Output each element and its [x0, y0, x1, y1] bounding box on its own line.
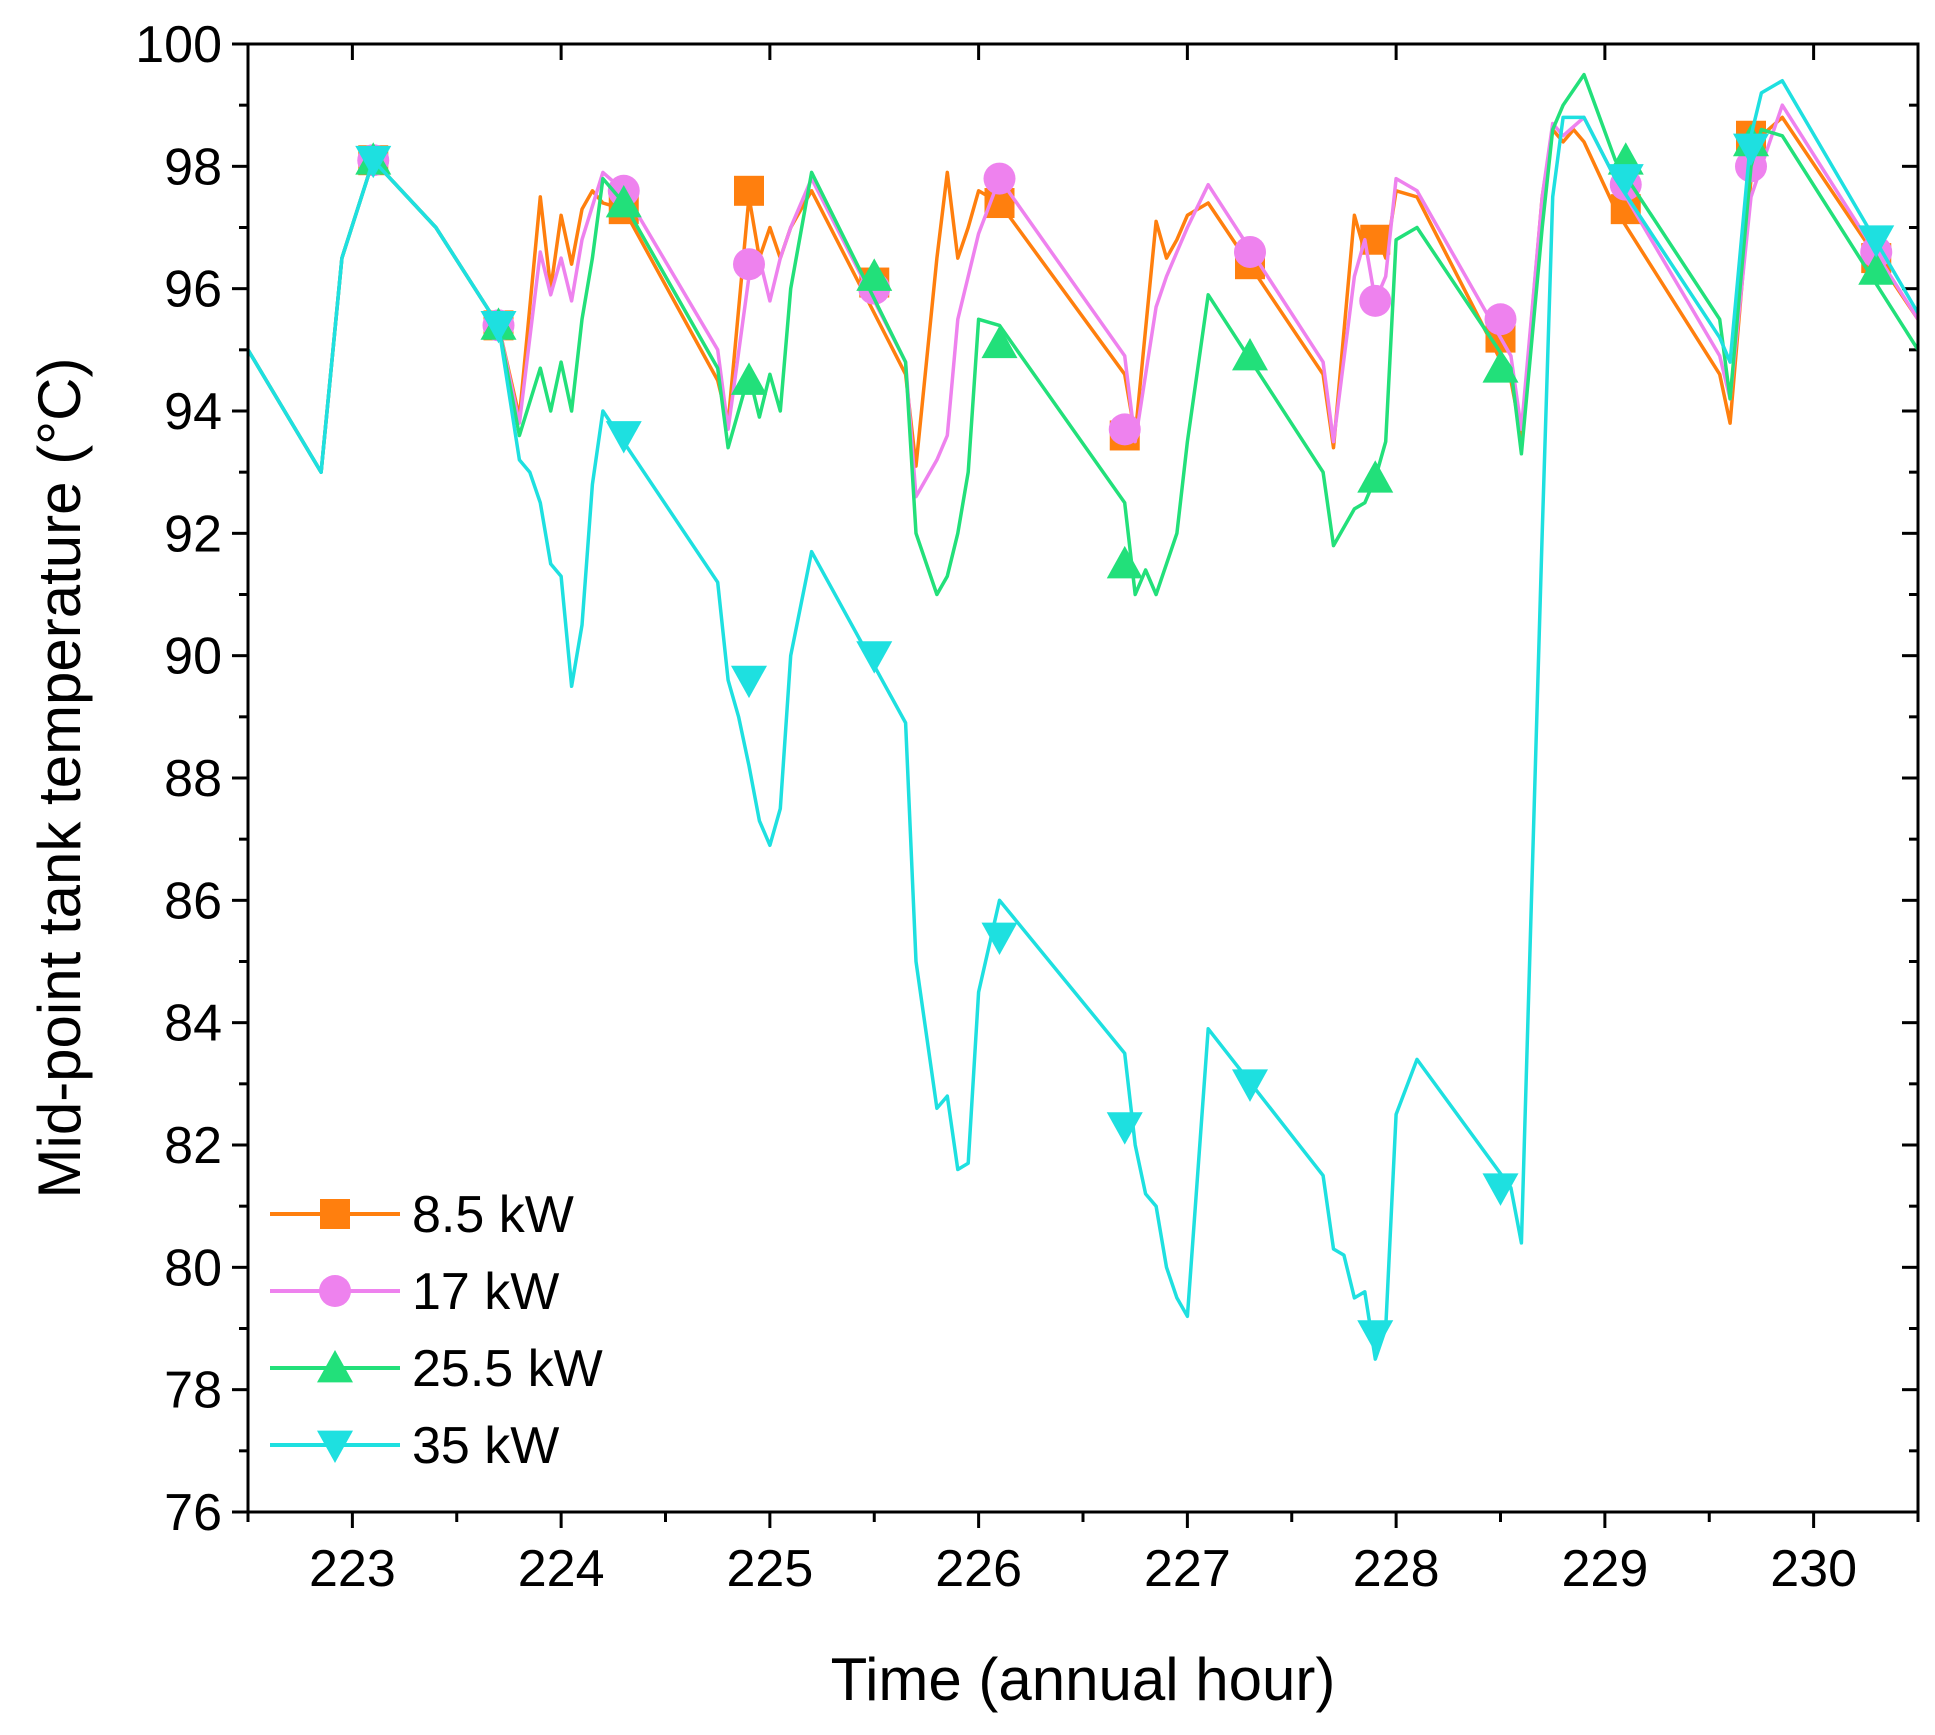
- series-marker: [856, 258, 893, 291]
- x-tick-label: 225: [726, 1540, 813, 1598]
- series-marker: [355, 145, 392, 179]
- series-marker: [1357, 1320, 1394, 1353]
- ticks-layer: 76 78 80 82 84 86 88 90 92 94 96 98 100 223 224 225 226 2…: [135, 16, 1920, 1598]
- y-tick-label: 84: [164, 995, 222, 1053]
- x-tick-label: 227: [1144, 1540, 1231, 1598]
- x-tick-label: 230: [1770, 1540, 1857, 1598]
- y-tick-label: 92: [164, 505, 222, 563]
- series-marker: [480, 310, 517, 344]
- series-3: [246, 78, 1920, 1361]
- series-line: [246, 78, 1920, 1361]
- series-marker: [733, 248, 765, 281]
- series-marker: [1106, 1112, 1143, 1145]
- series-marker: [1482, 350, 1519, 383]
- series-marker: [1607, 164, 1644, 197]
- series-marker: [1484, 303, 1517, 336]
- series-marker: [1232, 1069, 1268, 1102]
- series-marker: [605, 421, 642, 454]
- x-tick-label: 228: [1353, 1540, 1440, 1598]
- labels-layer: Time (annual hour) Mid-point tank temper…: [26, 358, 1335, 1713]
- plot-frame: [246, 42, 1920, 1514]
- legend-item: 35 kW: [270, 1417, 559, 1475]
- series-marker: [1232, 337, 1268, 371]
- y-tick-label: 86: [164, 872, 222, 930]
- series-marker: [981, 325, 1018, 359]
- y-tick-label: 96: [164, 261, 222, 319]
- series-marker: [856, 641, 893, 674]
- series-marker: [1858, 252, 1895, 285]
- series-marker: [1359, 284, 1392, 317]
- y-tick-label: 88: [164, 750, 222, 808]
- x-tick-label: 226: [935, 1540, 1022, 1598]
- series-marker: [734, 175, 764, 206]
- x-tick-label: 229: [1561, 1540, 1648, 1598]
- legend-swatch-marker: [319, 1275, 351, 1307]
- series-marker: [1733, 133, 1769, 166]
- legend-label: 25.5 kW: [412, 1340, 603, 1398]
- series-marker: [1106, 545, 1143, 579]
- y-tick-label: 80: [164, 1239, 222, 1297]
- series-marker: [983, 162, 1016, 195]
- x-tick-label: 224: [518, 1540, 605, 1598]
- y-tick-label: 90: [164, 628, 222, 686]
- legend-item: 8.5 kW: [270, 1186, 574, 1244]
- y-tick-label: 94: [164, 383, 222, 441]
- legend-label: 8.5 kW: [412, 1186, 574, 1244]
- y-axis-title: Mid-point tank temperature (°C): [26, 358, 93, 1199]
- series-layer: [246, 72, 1920, 1361]
- legend-item: 17 kW: [270, 1263, 559, 1321]
- x-tick-label: 223: [309, 1540, 396, 1598]
- series-marker: [731, 665, 767, 699]
- legend-swatch-marker: [317, 1430, 353, 1463]
- series-marker: [1234, 235, 1266, 268]
- legend-swatch-marker: [317, 1350, 353, 1383]
- series-marker: [1357, 460, 1394, 493]
- y-tick-label: 98: [164, 138, 222, 196]
- series-line: [246, 72, 1920, 597]
- legend-label: 17 kW: [412, 1263, 559, 1321]
- series-marker: [981, 922, 1018, 956]
- series-marker: [605, 185, 642, 218]
- legend-swatch-marker: [320, 1199, 350, 1229]
- series-marker: [1482, 1173, 1519, 1206]
- y-tick-label: 78: [164, 1362, 222, 1420]
- series-marker: [1858, 225, 1895, 258]
- x-axis-title: Time (annual hour): [831, 1646, 1336, 1713]
- series-marker: [1108, 413, 1141, 446]
- y-tick-label: 82: [164, 1117, 222, 1175]
- y-tick-label: 100: [135, 16, 222, 74]
- legend-item: 25.5 kW: [270, 1340, 603, 1398]
- legend-label: 35 kW: [412, 1417, 559, 1475]
- legend: 8.5 kW 17 kW 25.5 kW 35 kW: [270, 1186, 603, 1475]
- y-tick-label: 76: [164, 1484, 222, 1542]
- series-marker: [731, 362, 767, 395]
